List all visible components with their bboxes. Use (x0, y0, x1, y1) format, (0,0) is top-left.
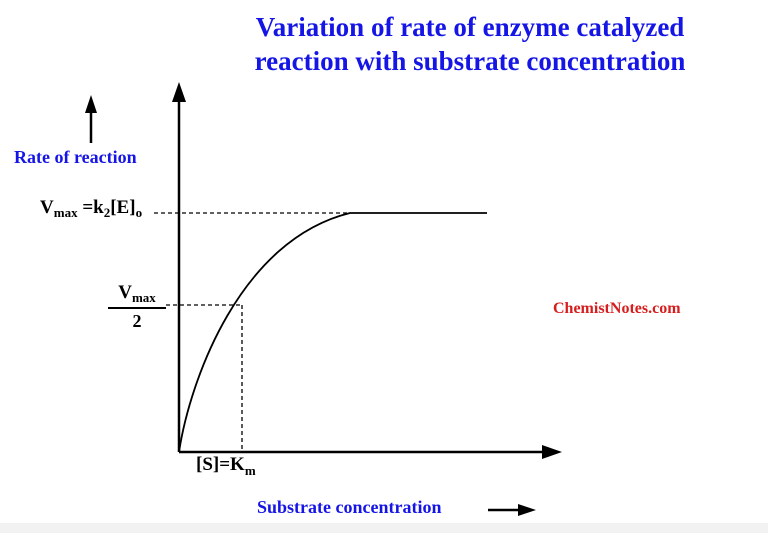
bottom-scroll-strip (0, 523, 768, 533)
title-line-1: Variation of rate of enzyme catalyzed (255, 12, 685, 42)
title-line-2: reaction with substrate concentration (254, 46, 686, 76)
diagram-title: Variation of rate of enzyme catalyzed re… (200, 10, 740, 78)
vmax-v: V (40, 197, 54, 218)
half-vmax-denominator: 2 (132, 311, 142, 331)
vmax-sub-2: 2 (103, 205, 111, 220)
half-vmax-v: V (118, 282, 132, 303)
vmax-equals-k: =k (82, 197, 104, 218)
y-label-arrowhead (85, 95, 97, 113)
half-vmax-numerator: Vmax (108, 282, 166, 309)
half-vmax-sub-max: max (131, 290, 156, 305)
y-axis-arrowhead (172, 82, 186, 102)
y-axis-label: Rate of reaction (14, 147, 137, 167)
km-sub-m: m (244, 463, 256, 478)
vmax-sub-o: o (135, 205, 143, 220)
km-text: [S]=K (196, 454, 245, 475)
x-label-arrowhead (518, 504, 536, 516)
half-vmax-label: Vmax 2 (108, 282, 166, 332)
vmax-sub-max: max (53, 205, 78, 220)
saturation-curve (178, 212, 487, 453)
vmax-label: Vmax =k2[E]o (40, 197, 142, 221)
km-label: [S]=Km (196, 454, 256, 479)
x-axis-label: Substrate concentration (257, 497, 442, 517)
watermark: ChemistNotes.com (553, 300, 681, 317)
vmax-enzyme: [E] (110, 197, 136, 218)
x-axis-arrowhead (542, 445, 562, 459)
